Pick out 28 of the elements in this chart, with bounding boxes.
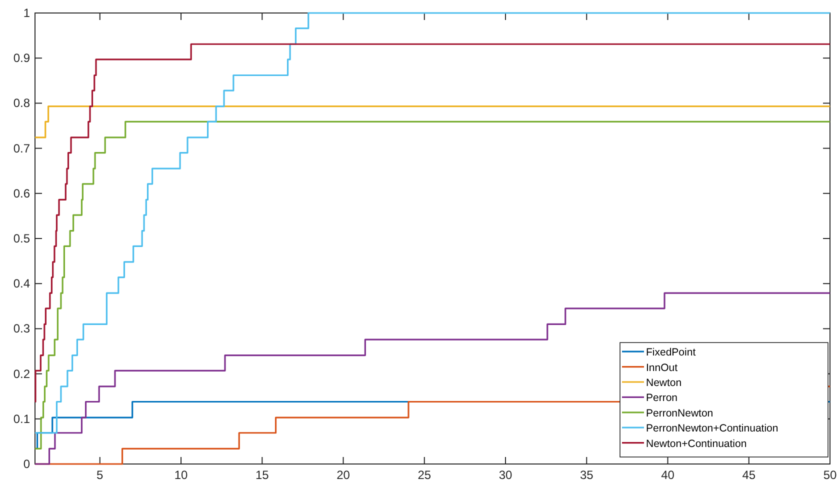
x-tick-label: 10 bbox=[174, 468, 188, 482]
y-tick-label: 0.4 bbox=[13, 276, 30, 291]
y-tick-label: 0.6 bbox=[13, 186, 30, 200]
y-tick-label: 0.1 bbox=[13, 412, 30, 426]
x-tick-label: 30 bbox=[498, 468, 513, 482]
legend-label: Perron bbox=[646, 392, 678, 404]
x-tick-label: 20 bbox=[336, 468, 350, 482]
legend-label: Newton bbox=[646, 377, 682, 389]
legend-label: InnOut bbox=[646, 362, 678, 374]
x-tick-label: 15 bbox=[255, 468, 270, 482]
x-tick-label: 35 bbox=[580, 468, 594, 482]
y-tick-label: 0.3 bbox=[13, 322, 30, 336]
y-tick-label: 1 bbox=[23, 6, 30, 20]
legend-label: PerronNewton bbox=[646, 407, 714, 420]
y-tick-label: 0.8 bbox=[13, 96, 30, 110]
legend-label: FixedPoint bbox=[646, 346, 696, 359]
x-tick-label: 5 bbox=[96, 468, 104, 482]
y-tick-label: 0.9 bbox=[13, 51, 30, 66]
legend-label: Newton+Continuation bbox=[646, 438, 747, 450]
x-tick-label: 25 bbox=[418, 468, 432, 482]
x-tick-label: 40 bbox=[661, 468, 675, 482]
y-tick-label: 0 bbox=[23, 457, 30, 471]
x-tick-label: 50 bbox=[823, 468, 837, 482]
x-tick-label: 45 bbox=[742, 468, 756, 482]
legend-label: PerronNewton+Continuation bbox=[646, 422, 778, 435]
y-tick-label: 0.5 bbox=[13, 232, 30, 246]
y-tick-label: 0.7 bbox=[13, 141, 30, 156]
y-tick-label: 0.2 bbox=[13, 366, 30, 381]
